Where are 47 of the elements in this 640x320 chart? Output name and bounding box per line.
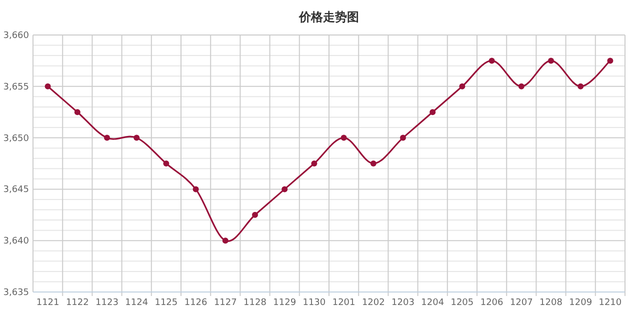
point: [607, 58, 614, 64]
point: [192, 186, 199, 192]
point: [44, 83, 51, 90]
point: [282, 186, 288, 192]
point: [74, 109, 80, 116]
point: [222, 238, 228, 244]
point: [400, 134, 406, 141]
point: [340, 134, 347, 141]
x-tick-label: 1209: [569, 298, 592, 308]
point: [252, 212, 258, 218]
point: [459, 83, 466, 90]
point: [104, 134, 110, 141]
x-tick-label: 1201: [332, 298, 356, 308]
point: [370, 160, 376, 166]
x-tick-label: 1124: [125, 298, 148, 308]
x-tick-label: 1122: [66, 298, 89, 308]
point: [311, 160, 318, 166]
x-tick-label: 1207: [510, 298, 533, 308]
y-tick-label: 3,650: [3, 134, 30, 144]
point: [518, 83, 524, 90]
x-tick-label: 1126: [184, 298, 208, 308]
x-tick-label: 1128: [244, 298, 267, 308]
point: [430, 109, 436, 116]
y-tick-label: 3,640: [3, 236, 30, 247]
x-tick-label: 1210: [598, 298, 622, 308]
x-tick-label: 1121: [36, 298, 60, 308]
x-tick-label: 1203: [392, 298, 414, 308]
y-tick-label: 3,645: [3, 185, 29, 196]
x-tick-label: 1127: [214, 298, 237, 308]
x-tick-label: 1204: [421, 298, 444, 308]
x-tick-label: 1125: [154, 298, 178, 308]
point: [578, 83, 584, 90]
point: [548, 58, 554, 64]
y-tick-label: 3,635: [3, 288, 29, 298]
x-tick-label: 1130: [302, 298, 326, 308]
x-tick-label: 1205: [450, 298, 474, 308]
y-tick-label: 3,655: [3, 82, 29, 92]
x-tick-label: 1208: [540, 298, 563, 308]
chart-title: 价格走势图: [298, 10, 359, 24]
point: [134, 134, 140, 141]
point: [488, 58, 495, 64]
x-tick-label: 1202: [362, 298, 385, 308]
y-tick-label: 3,660: [3, 31, 30, 41]
x-tick-label: 1129: [273, 298, 296, 308]
x-tick-label: 1123: [96, 298, 118, 308]
point: [163, 160, 170, 166]
x-tick-label: 1206: [480, 298, 504, 308]
